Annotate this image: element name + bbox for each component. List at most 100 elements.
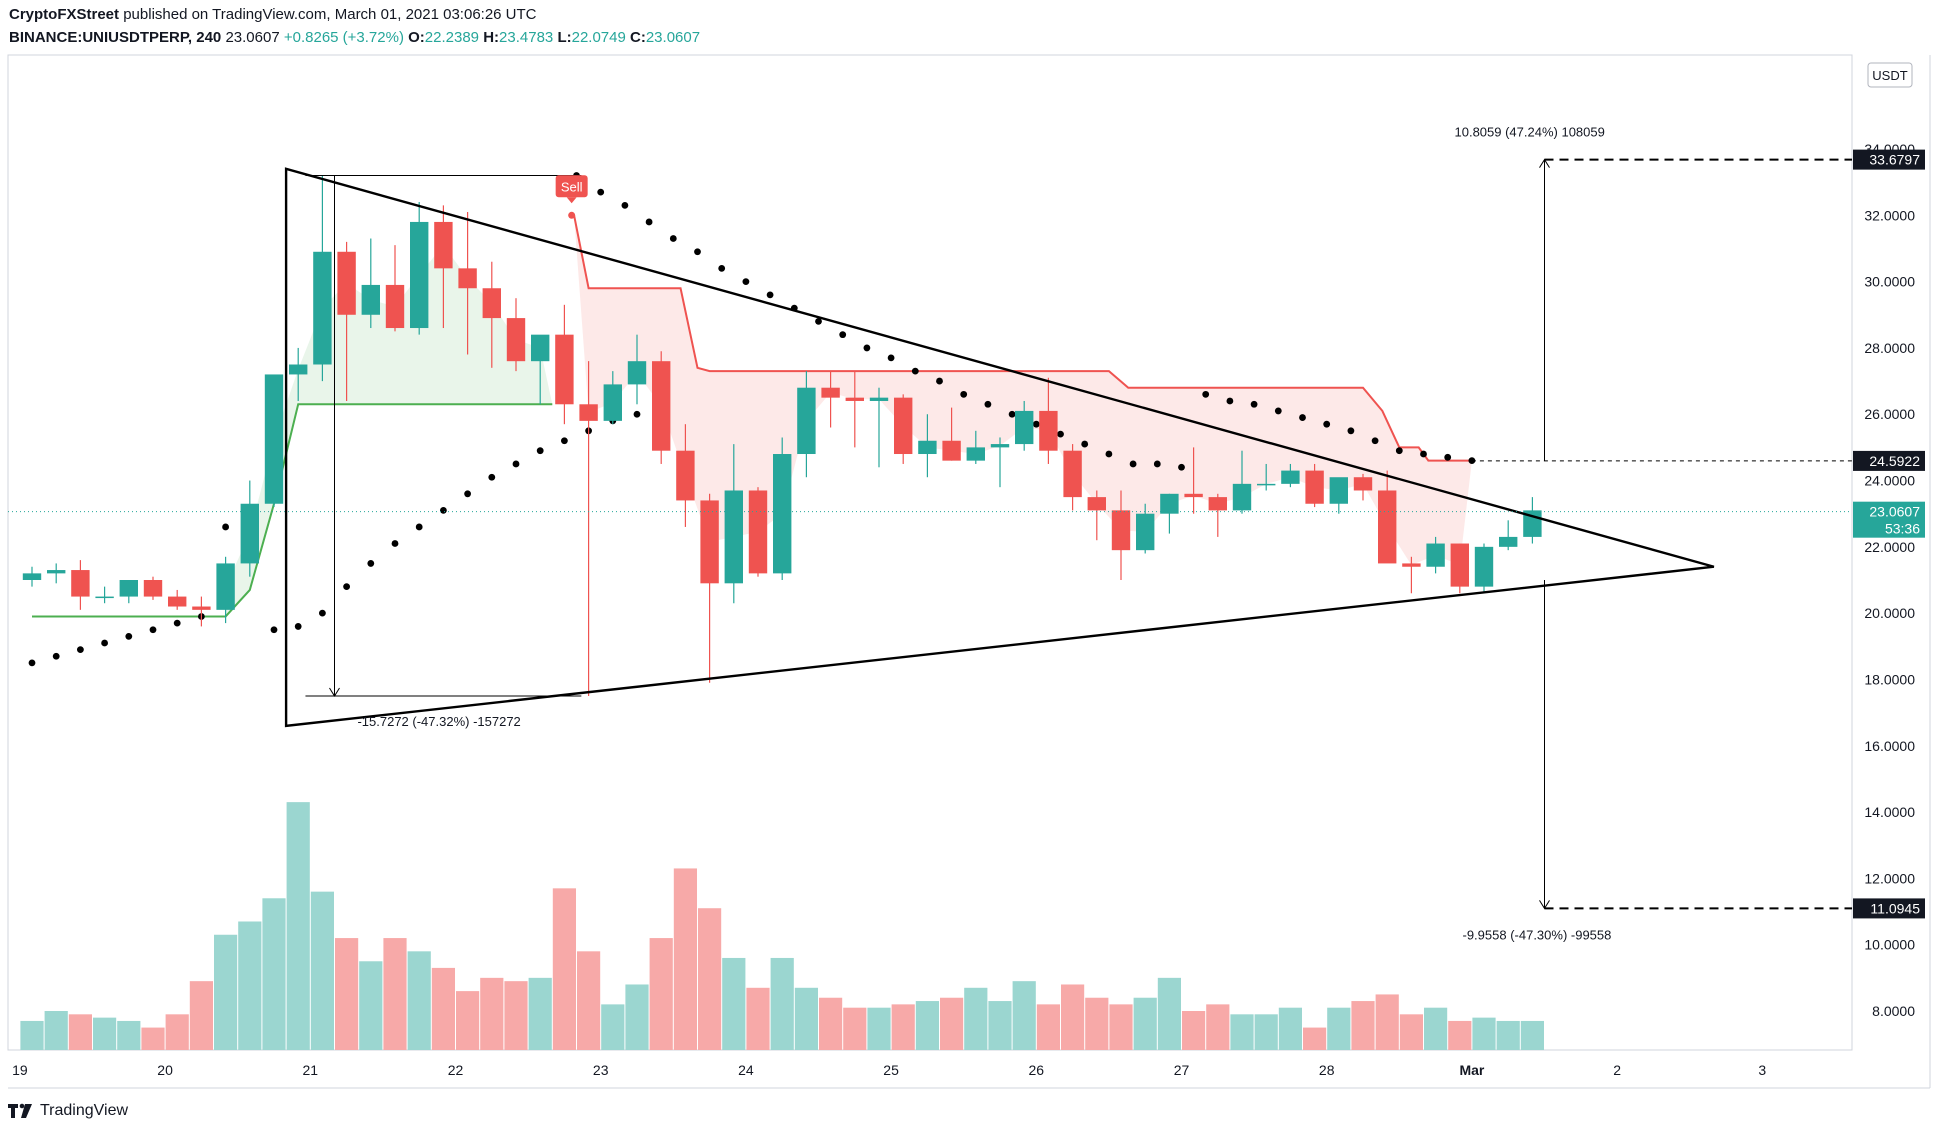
psar-dot [936,377,943,385]
volume-bar [1133,997,1157,1050]
publisher-name: CryptoFXStreet [9,6,120,23]
symmetrical-triangle [284,167,1715,728]
psar-dot [1129,460,1137,468]
volume-bar [431,967,455,1050]
psar-dot [1323,420,1331,428]
sell-signal-badge [555,175,588,198]
y-tick-label: 14.0000 [1864,804,1915,820]
candle-body [966,447,985,461]
volume-bar [673,868,697,1050]
psar-dot [1178,463,1185,471]
axes: 8.0000 10.0000 12.0000 14.0000 16.0000 18.000… [12,62,1925,1078]
publish-date: published on TradingView.com, March 01, … [123,6,537,23]
psar-dot [887,354,895,362]
y-tick-label: 28.0000 [1864,340,1915,356]
y-tick-label: 22.0000 [1864,539,1915,555]
psar-dot [149,626,157,634]
psar-dot [597,188,605,196]
candle-body [1450,543,1469,587]
tradingview-footer: TradingView [8,1102,128,1120]
symbol-name: BINANCE:UNIUSDTPERP, 240 [9,29,222,46]
candle-body [627,361,647,385]
volume-bar [528,977,552,1050]
psar-dot [512,460,520,468]
price-change: +0.8265 (+3.72%) [283,29,404,46]
candle-body [1426,543,1445,567]
candle-body [1208,497,1227,511]
volume-bar [1351,1001,1375,1050]
candle-body [845,397,864,401]
candle-body [1111,510,1131,551]
candle-body [289,364,308,375]
psar-dot [173,619,181,627]
psar-dot [633,410,641,418]
volume-bar [1375,994,1399,1050]
psar-dot [1371,437,1379,445]
price-label-box [1853,149,1925,170]
x-tick-label: 3 [1758,1062,1766,1078]
sell-signal-dot [568,211,576,219]
x-tick-label: Mar [1459,1062,1484,1078]
psar-dot [1202,390,1210,398]
volume-bar [359,961,383,1050]
candle-body [1329,477,1348,504]
x-tick-label: 20 [157,1062,173,1078]
y-tick-label: 24.0000 [1864,473,1915,489]
y-tick-label: 18.0000 [1864,671,1915,687]
psar-dot [77,646,84,654]
drawings: -15.7272 (-47.32%) -157272 10.8059 (47.24… [8,125,1852,942]
x-tick-label: 21 [303,1062,319,1078]
volume-bar [722,957,746,1050]
candle-body [1474,546,1494,587]
y-tick-label: 26.0000 [1864,406,1915,422]
y-tick-label: 30.0000 [1864,274,1915,290]
x-tick-label: 25 [883,1062,899,1078]
candle-body [458,268,477,289]
volume-bar [1278,1007,1302,1050]
candle-body [603,384,622,421]
y-tick-label: 16.0000 [1864,738,1915,754]
price-chart[interactable]: -15.7272 (-47.32%) -157272 10.8059 (47.24… [0,0,1938,1100]
volume-bar [310,891,334,1050]
volume-bar [262,898,286,1050]
volume-bar [625,984,649,1050]
candle-body [1353,477,1373,491]
candle-body [313,251,332,365]
supertrend-down-fill [574,215,1472,566]
candle-body [143,580,163,597]
candle-body [869,397,889,401]
volume-bar [1036,1004,1060,1050]
psar-dot [391,540,399,547]
candle-body [385,284,405,329]
volume-bar [746,987,770,1050]
psar-dot [1032,420,1040,428]
volume-bar [1109,1004,1133,1050]
volume-bar [1254,1014,1278,1050]
low-label: L: [557,29,572,46]
volume-bar [1157,977,1181,1050]
x-tick-label: 27 [1174,1062,1190,1078]
price-label-box [1853,501,1925,538]
volume-bar [1230,1014,1254,1050]
volume-bar [770,957,794,1050]
volume-bar [794,987,818,1050]
psar-dot [319,609,326,617]
psar-dot [343,583,350,591]
volume-bar [1206,1004,1230,1050]
candle-body [1160,493,1179,514]
candle-body [168,596,187,607]
candle-body [676,450,695,501]
supertrend-down-line [573,215,1472,462]
volume-bar [988,1001,1012,1050]
price-label: 33.6797 [1869,152,1920,168]
high-label: H: [483,29,500,46]
volume-bar [601,1004,625,1050]
close-label: C: [630,29,646,46]
candle-body [1063,450,1082,498]
psar-dot [101,639,108,647]
psar-dot [1081,440,1089,448]
volume-bar [504,981,528,1050]
psar-dot [984,400,992,408]
psar-dot [125,632,133,640]
psar-dot [911,367,919,375]
